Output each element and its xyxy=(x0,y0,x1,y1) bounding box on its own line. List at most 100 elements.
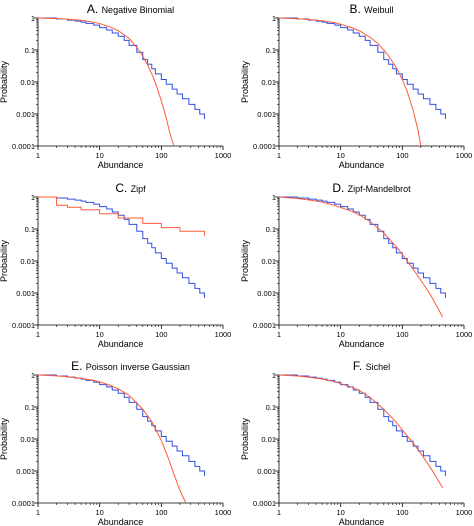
fitted-series-line xyxy=(38,17,175,146)
y-axis-label: Probability xyxy=(0,60,9,103)
y-tick-label: 0.01 xyxy=(20,257,35,266)
x-tick-label: 10 xyxy=(336,330,344,339)
observed-series-line xyxy=(279,17,446,119)
x-tick-label: 100 xyxy=(396,508,409,517)
y-tick-label: 0.01 xyxy=(261,435,276,444)
panel-letter: D. xyxy=(332,181,347,195)
x-tick-label: 1000 xyxy=(456,330,473,339)
chart-panel-5: 1 10 100 1000 0.0001 0.001 0.01 0.1 1 Abundance Pr… xyxy=(0,359,231,526)
panel-name: Sichel xyxy=(366,362,391,372)
y-tick-label: 0.1 xyxy=(25,225,35,234)
chart-panel-4: 1 10 100 1000 0.0001 0.001 0.01 0.1 1 Abundance Pr… xyxy=(240,181,472,349)
y-tick-label: 0.001 xyxy=(16,467,35,476)
panel-name: Weibull xyxy=(364,5,393,15)
panel-letter: B. xyxy=(349,2,364,16)
y-tick-label: 1 xyxy=(272,371,276,380)
y-tick-label: 0.0001 xyxy=(12,142,35,151)
y-tick-label: 0.001 xyxy=(16,289,35,298)
y-tick-label: 0.01 xyxy=(20,435,35,444)
y-tick-label: 0.0001 xyxy=(12,499,35,508)
chart-panel-6: 1 10 100 1000 0.0001 0.001 0.01 0.1 1 Abundance Pr… xyxy=(240,359,472,526)
x-tick-label: 10 xyxy=(336,151,344,160)
panel-name: Negative Binomial xyxy=(102,5,175,15)
y-tick-label: 0.01 xyxy=(261,78,276,87)
y-tick-label: 1 xyxy=(31,193,35,202)
x-axis-label: Abundance xyxy=(339,517,385,526)
panel-letter: F. xyxy=(353,359,366,373)
y-tick-label: 0.0001 xyxy=(12,321,35,330)
fitted-series-line xyxy=(279,196,444,318)
x-tick-label: 100 xyxy=(396,330,409,339)
x-tick-label: 100 xyxy=(155,508,168,517)
panel-letter: A. xyxy=(87,2,102,16)
panel-title: A. Negative Binomial xyxy=(87,2,174,16)
x-tick-label: 1 xyxy=(36,508,40,517)
x-tick-label: 1000 xyxy=(215,508,232,517)
y-tick-label: 0.001 xyxy=(257,289,276,298)
y-tick-label: 0.0001 xyxy=(253,321,276,330)
chart-panel-1: 1 10 100 1000 0.0001 0.001 0.01 0.1 1 Abundance Pr… xyxy=(0,2,231,170)
x-axis-label: Abundance xyxy=(98,339,144,349)
x-tick-label: 1000 xyxy=(215,330,232,339)
y-axis-label: Probability xyxy=(240,60,250,103)
y-tick-label: 1 xyxy=(272,14,276,23)
observed-series-line xyxy=(279,196,446,298)
x-tick-label: 1 xyxy=(36,151,40,160)
x-tick-label: 10 xyxy=(95,330,103,339)
x-tick-label: 1 xyxy=(277,330,281,339)
fitted-series-line xyxy=(38,196,205,237)
panel-name: Zipf-Mandelbrot xyxy=(348,184,412,194)
x-tick-label: 1000 xyxy=(456,508,473,517)
panel-name: Zipf xyxy=(131,184,147,194)
panel-letter: C. xyxy=(115,181,130,195)
y-axis-label: Probability xyxy=(240,417,250,460)
y-tick-label: 0.001 xyxy=(257,110,276,119)
y-tick-label: 0.0001 xyxy=(253,142,276,151)
x-tick-label: 10 xyxy=(336,508,344,517)
y-tick-label: 0.001 xyxy=(257,467,276,476)
x-axis-label: Abundance xyxy=(98,517,144,526)
observed-series-line xyxy=(38,196,205,298)
panel-title: B. Weibull xyxy=(349,2,393,16)
y-tick-label: 0.1 xyxy=(266,403,276,412)
y-tick-label: 0.0001 xyxy=(253,499,276,508)
panel-title: E. Poisson inverse Gaussian xyxy=(71,359,190,373)
fitted-series-line xyxy=(38,374,187,503)
panel-title: C. Zipf xyxy=(115,181,146,195)
x-tick-label: 100 xyxy=(396,151,409,160)
fitted-series-line xyxy=(279,374,444,488)
y-tick-label: 0.1 xyxy=(266,46,276,55)
y-axis-label: Probability xyxy=(240,239,250,282)
x-tick-label: 1 xyxy=(277,151,281,160)
fitted-series-line xyxy=(279,17,422,146)
x-axis-label: Abundance xyxy=(339,160,385,170)
observed-series-line xyxy=(38,17,205,119)
y-tick-label: 1 xyxy=(31,371,35,380)
y-axis-label: Probability xyxy=(0,417,9,460)
y-tick-label: 0.1 xyxy=(25,403,35,412)
x-tick-label: 1 xyxy=(277,508,281,517)
panel-name: Poisson inverse Gaussian xyxy=(86,362,190,372)
panel-title: D. Zipf-Mandelbrot xyxy=(332,181,411,195)
y-tick-label: 1 xyxy=(272,193,276,202)
x-tick-label: 1000 xyxy=(456,151,473,160)
chart-panel-3: 1 10 100 1000 0.0001 0.001 0.01 0.1 1 Abundance Pr… xyxy=(0,181,231,349)
y-axis-label: Probability xyxy=(0,239,9,282)
panel-title: F. Sichel xyxy=(353,359,390,373)
x-axis-label: Abundance xyxy=(98,160,144,170)
y-tick-label: 0.001 xyxy=(16,110,35,119)
y-tick-label: 0.01 xyxy=(261,257,276,266)
y-tick-label: 0.1 xyxy=(25,46,35,55)
y-tick-label: 1 xyxy=(31,14,35,23)
x-tick-label: 1000 xyxy=(215,151,232,160)
panel-letter: E. xyxy=(71,359,86,373)
x-tick-label: 10 xyxy=(95,151,103,160)
observed-series-line xyxy=(279,374,446,476)
chart-panel-2: 1 10 100 1000 0.0001 0.001 0.01 0.1 1 Abundance Pr… xyxy=(240,2,472,170)
x-axis-label: Abundance xyxy=(339,339,385,349)
x-tick-label: 100 xyxy=(155,330,168,339)
x-tick-label: 100 xyxy=(155,151,168,160)
x-tick-label: 1 xyxy=(36,330,40,339)
y-tick-label: 0.1 xyxy=(266,225,276,234)
